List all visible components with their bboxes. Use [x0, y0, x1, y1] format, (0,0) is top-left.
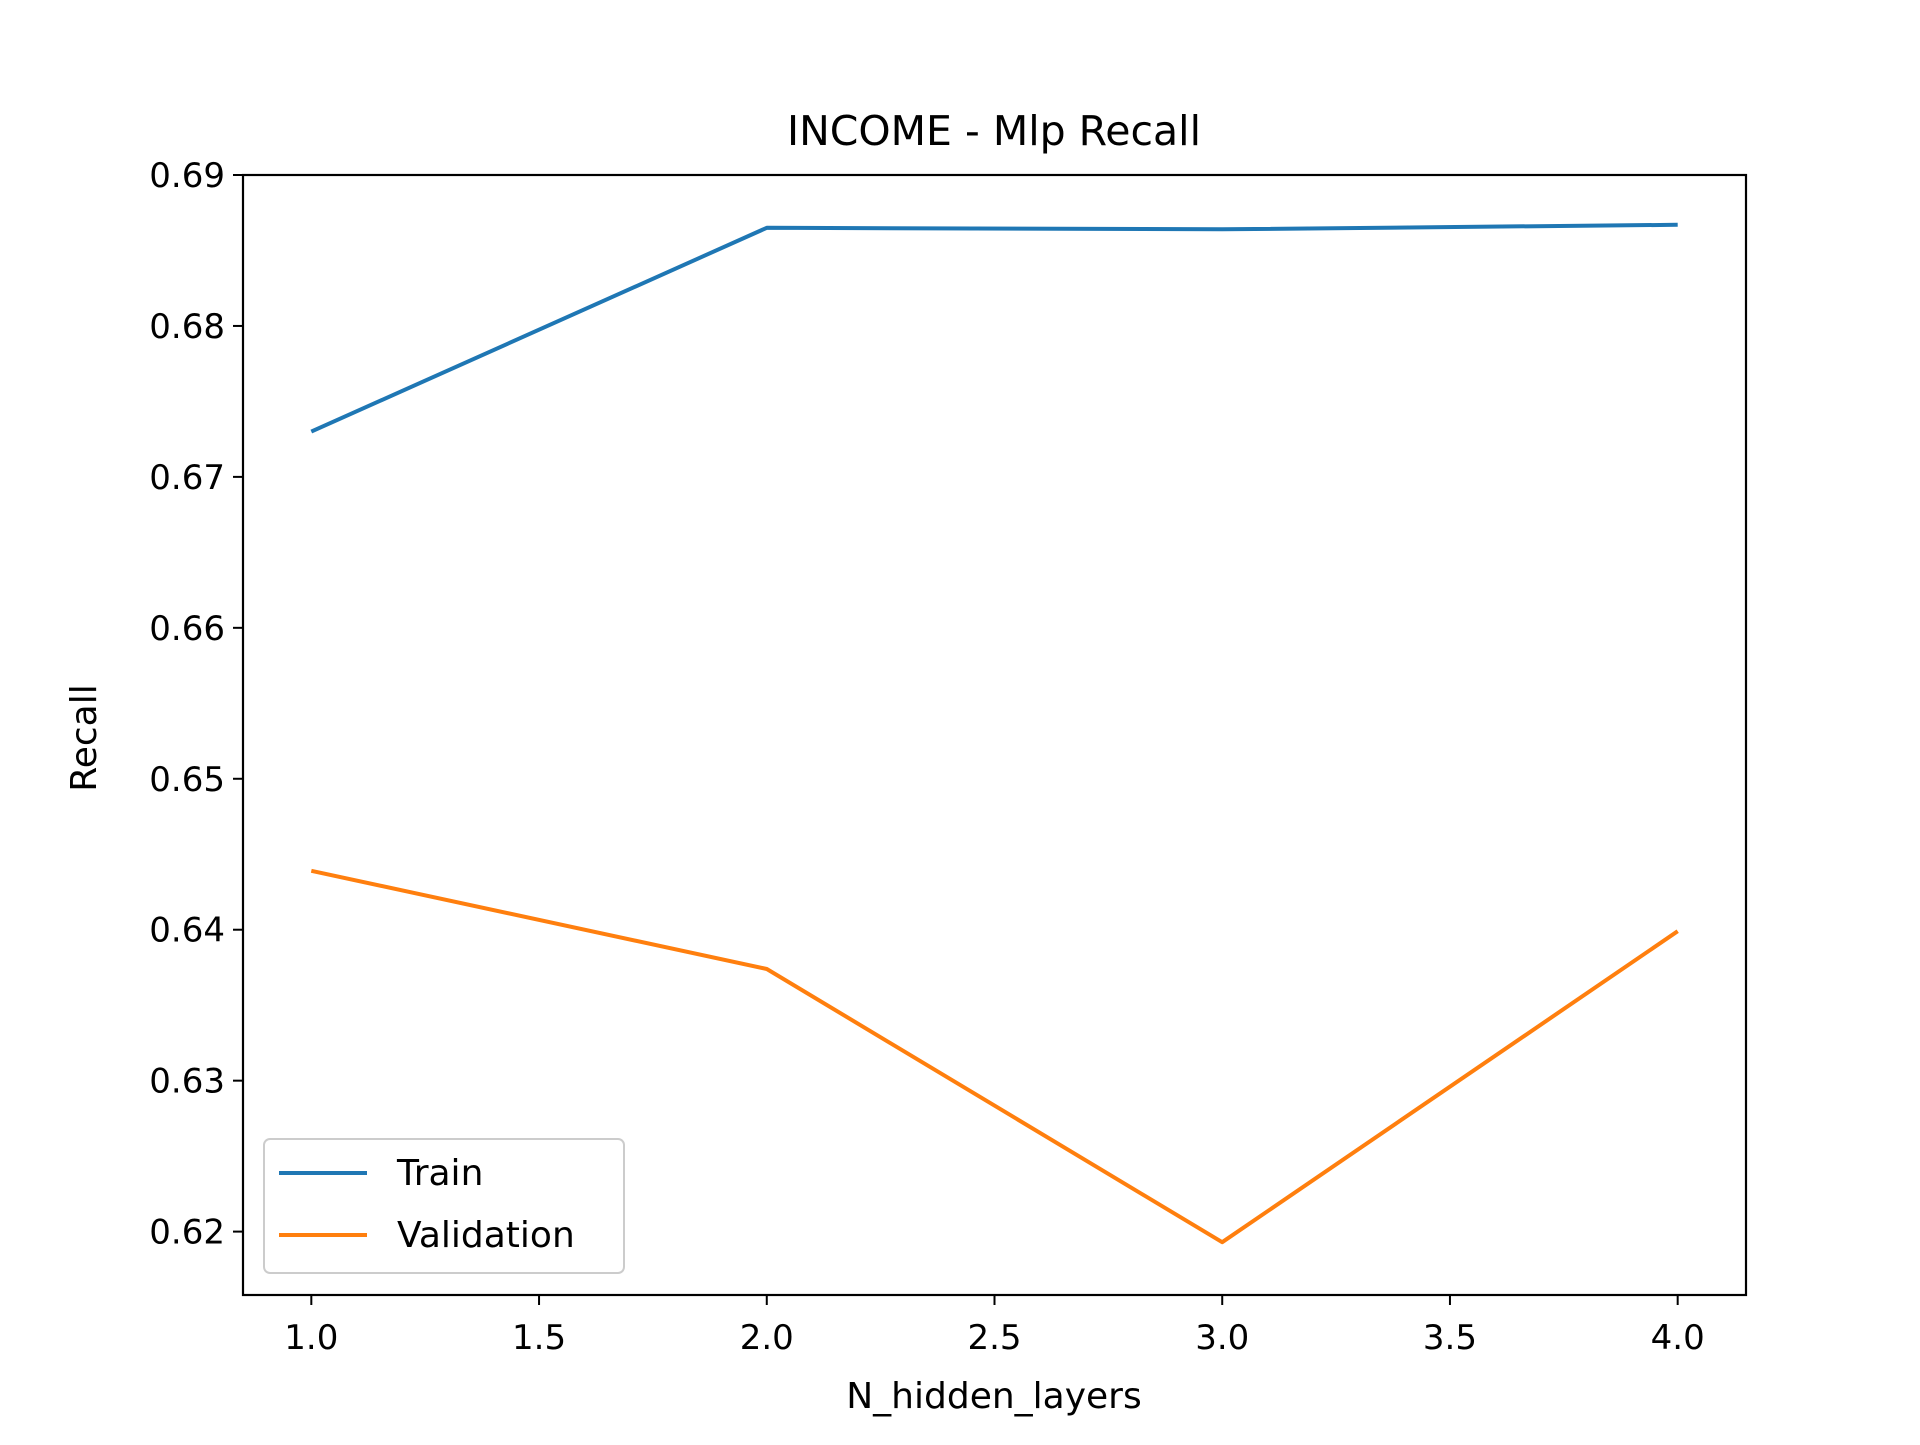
plot-frame: [241, 173, 1748, 1297]
x-tick-label: 2.0: [740, 1318, 794, 1358]
series-line-validation: [310, 868, 1679, 1245]
x-ticks: 1.0 1.5 2.0 2.5 3.0 3.5 4.0: [284, 1295, 1705, 1358]
y-tick-label: 0.68: [149, 307, 225, 347]
legend-label-train: Train: [396, 1153, 483, 1194]
chart-title: INCOME - Mlp Recall: [787, 107, 1201, 155]
y-tick-label: 0.63: [149, 1062, 225, 1102]
y-tick-label: 0.65: [149, 760, 225, 800]
series-lines: [310, 222, 1679, 1245]
x-axis-label: N_hidden_layers: [846, 1376, 1142, 1417]
x-tick-label: 3.0: [1195, 1318, 1249, 1358]
x-tick-label: 2.5: [967, 1318, 1021, 1358]
y-tick-label: 0.64: [149, 911, 225, 951]
y-axis-label: Recall: [64, 684, 105, 791]
y-tick-label: 0.62: [149, 1213, 225, 1253]
x-tick-label: 1.5: [512, 1318, 566, 1358]
y-tick-label: 0.67: [149, 458, 225, 498]
y-ticks: 0.62 0.63 0.64 0.65 0.66 0.67 0.68 0.69: [149, 156, 243, 1253]
y-tick-label: 0.66: [149, 609, 225, 649]
x-tick-label: 3.5: [1423, 1318, 1477, 1358]
series-line-train: [310, 222, 1678, 434]
legend-label-validation: Validation: [397, 1215, 575, 1256]
x-tick-label: 1.0: [284, 1318, 338, 1358]
x-tick-label: 4.0: [1651, 1318, 1705, 1358]
legend: Train Validation: [263, 1138, 625, 1274]
y-tick-label: 0.69: [149, 156, 225, 196]
